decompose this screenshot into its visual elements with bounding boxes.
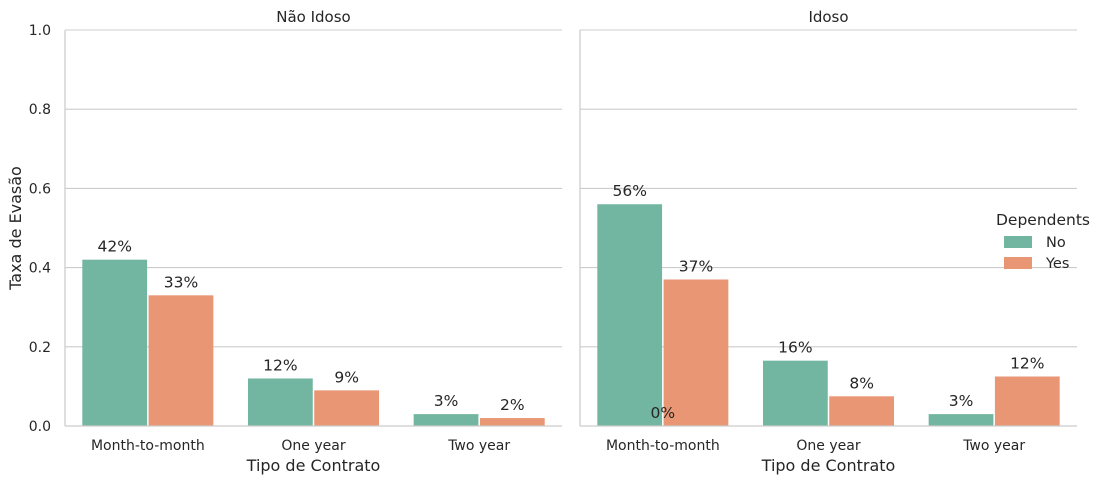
bar-value-label: 12% — [1010, 355, 1044, 373]
bar-value-label: 33% — [164, 273, 198, 291]
bar-yes — [314, 390, 380, 426]
bar-value-label: 12% — [263, 356, 297, 374]
grid-layer — [65, 29, 1077, 427]
legend-title: Dependents — [996, 211, 1090, 229]
legend-label: Yes — [1045, 256, 1069, 272]
legend-layer: Dependents No Yes — [996, 211, 1090, 272]
bar-no — [762, 360, 828, 426]
bar-value-label: 2% — [500, 396, 525, 414]
x-tick-label: Month-to-month — [606, 438, 720, 454]
x-tick-label: Month-to-month — [91, 438, 205, 454]
bar-yes — [479, 418, 545, 426]
y-axis-label: Taxa de Evasão — [6, 166, 25, 291]
y-tick-label: 1.0 — [29, 23, 51, 39]
bar-value-label: 56% — [612, 182, 646, 200]
bar-value-label: 8% — [849, 374, 874, 392]
y-tick-label: 0.2 — [29, 340, 51, 356]
bars-layer — [82, 204, 1060, 426]
bar-value-label: 3% — [434, 392, 459, 410]
text-layer: 42% 12% 3% 33% 9% 2% Month-to-month One year Two… — [6, 8, 1045, 475]
spines-layer — [64, 30, 1077, 427]
x-axis-label: Tipo de Contrato — [246, 456, 381, 475]
x-tick-label: One year — [281, 438, 345, 454]
bar-value-label: 3% — [949, 392, 974, 410]
bar-no — [597, 204, 663, 426]
bar-value-label: 37% — [679, 257, 713, 275]
x-tick-label: Two year — [447, 438, 510, 454]
y-tick-label: 0.4 — [29, 261, 51, 277]
bar-no — [82, 259, 148, 426]
x-tick-label: One year — [796, 438, 860, 454]
bar-annotation-label: 0% — [651, 404, 676, 422]
legend-swatch-yes — [1004, 257, 1032, 269]
bar-no — [928, 414, 994, 426]
y-tick-label: 0.8 — [29, 102, 51, 118]
y-tick-label: 0.0 — [29, 419, 51, 435]
x-tick-label: Two year — [962, 438, 1025, 454]
bar-yes — [663, 279, 729, 426]
bar-yes — [829, 396, 895, 426]
bar-no — [247, 378, 313, 426]
bar-value-label: 16% — [778, 339, 812, 357]
legend-label: No — [1046, 235, 1066, 251]
bar-yes — [994, 376, 1060, 426]
panel-title: Não Idoso — [276, 8, 350, 26]
y-tick-label: 0.6 — [29, 181, 51, 197]
bar-yes — [148, 295, 214, 426]
bar-no — [413, 414, 479, 426]
x-axis-label: Tipo de Contrato — [761, 456, 896, 475]
bar-value-label: 9% — [334, 368, 359, 386]
legend-swatch-no — [1004, 236, 1032, 248]
bar-value-label: 42% — [97, 238, 131, 256]
panel-title: Idoso — [808, 8, 848, 26]
